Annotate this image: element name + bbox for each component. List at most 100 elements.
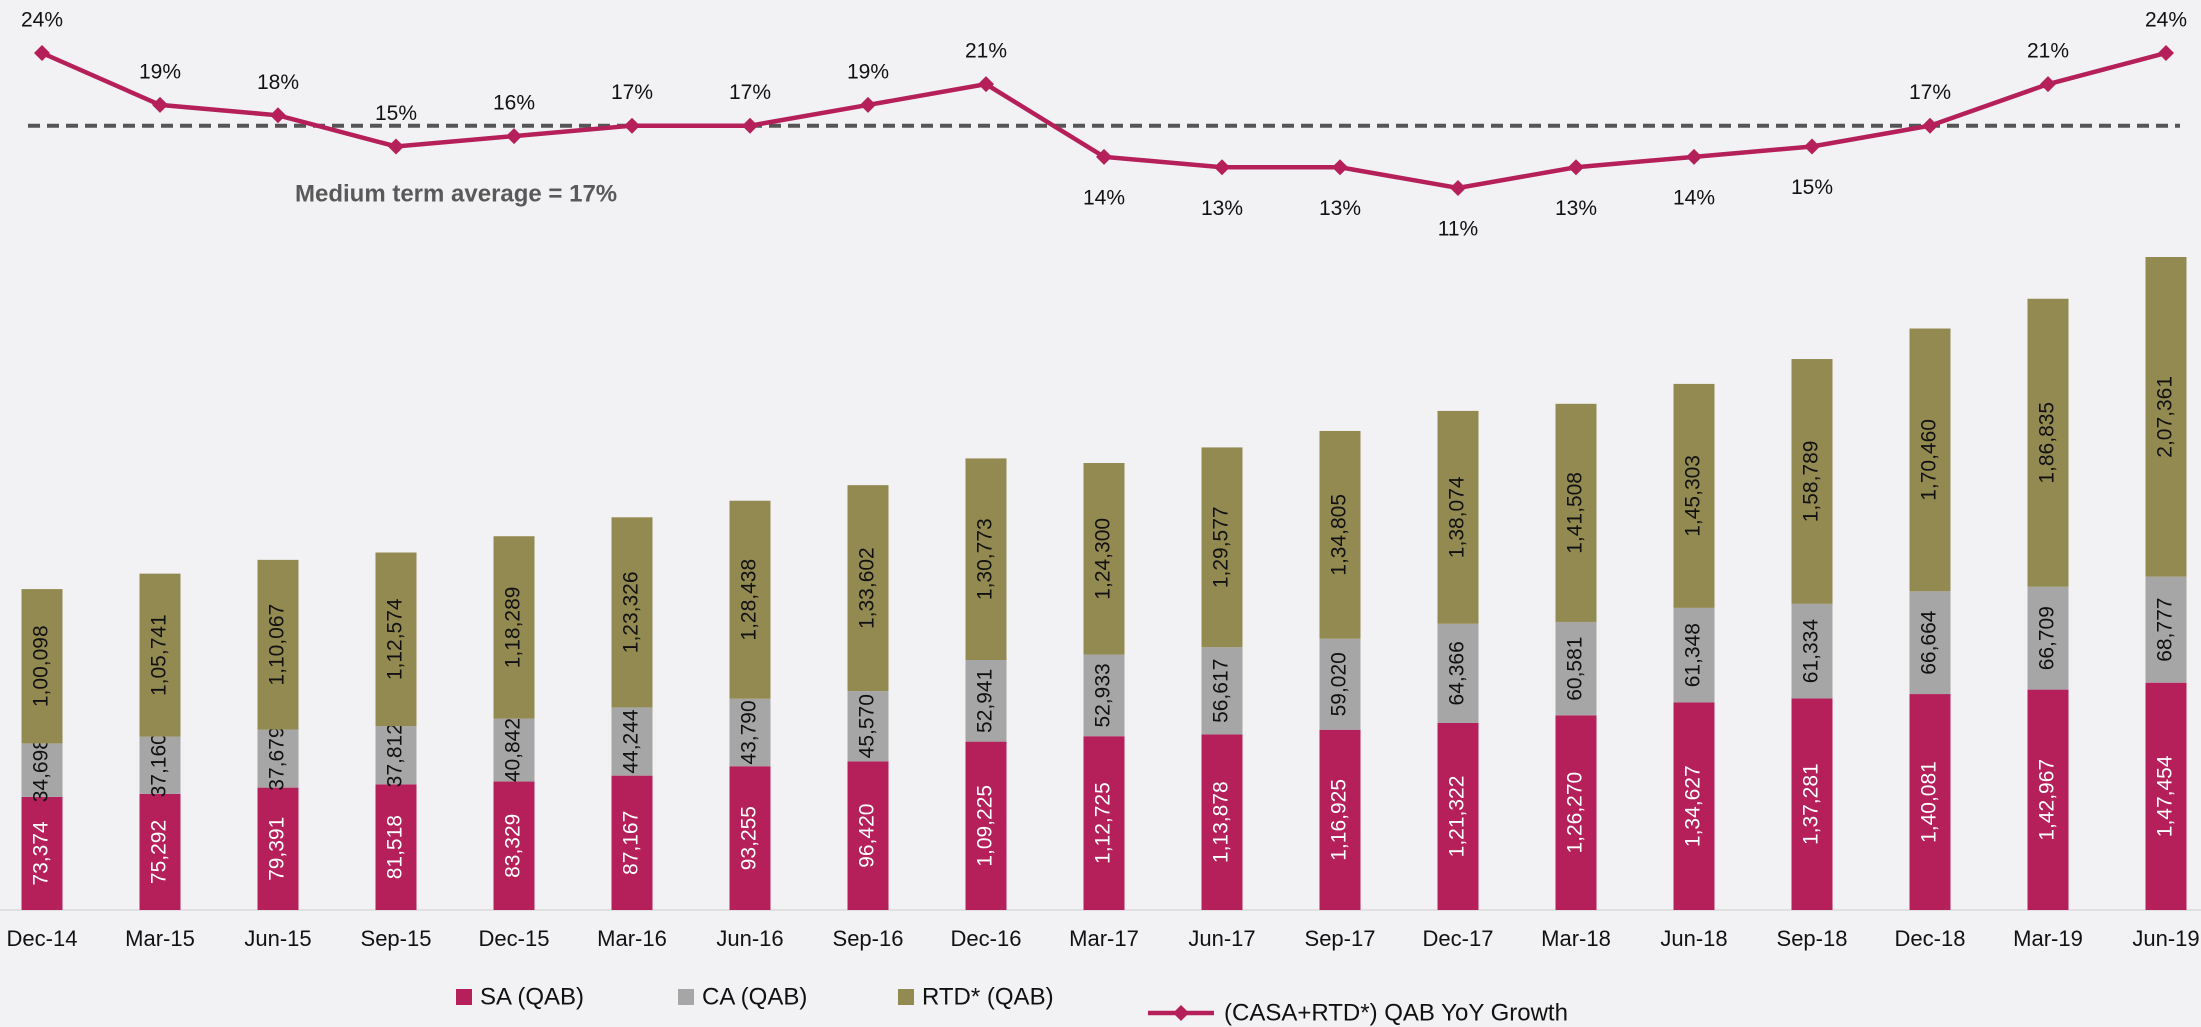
bar-label: 64,366 — [1446, 641, 1469, 705]
bar-label: 1,12,574 — [384, 598, 407, 680]
bar-label: 52,941 — [974, 669, 997, 733]
bar-label: 1,30,773 — [974, 518, 997, 600]
bar-segment — [1673, 607, 1715, 703]
x-tick-label: Dec-15 — [479, 926, 550, 951]
bar-segment — [1083, 736, 1125, 910]
growth-marker — [1096, 148, 1112, 165]
growth-label: 15% — [1791, 176, 1833, 199]
growth-label: 14% — [1673, 186, 1715, 209]
bar-label: 61,334 — [1800, 619, 1823, 684]
growth-label: 13% — [1319, 197, 1361, 220]
growth-marker — [2158, 45, 2174, 61]
x-tick-label: Sep-17 — [1305, 926, 1376, 951]
bar-segment — [2027, 298, 2069, 587]
bar-segment — [493, 536, 535, 719]
bar-label: 81,518 — [384, 815, 407, 879]
bar-segment — [21, 796, 63, 910]
bar-label: 66,664 — [1918, 610, 1941, 675]
x-tick-label: Mar-15 — [125, 926, 195, 951]
bar-label: 34,698 — [30, 738, 53, 802]
bar-label: 1,70,460 — [1918, 419, 1941, 501]
x-tick-label: Mar-16 — [597, 926, 667, 951]
bar-label: 66,709 — [2036, 606, 2059, 670]
bar-label: 1,33,602 — [856, 547, 879, 629]
bar-segment — [2145, 682, 2187, 910]
bar-label: 1,45,303 — [1682, 455, 1705, 537]
growth-marker — [388, 138, 404, 155]
bar-segment — [611, 707, 653, 776]
bar-label: 1,18,289 — [502, 587, 525, 669]
growth-label: 16% — [493, 92, 535, 115]
bar-segment — [375, 726, 417, 785]
bar-label: 1,29,577 — [1210, 506, 1233, 588]
bar-segment — [2027, 586, 2069, 690]
bar-label: 1,34,627 — [1682, 765, 1705, 847]
bar-segment — [1909, 591, 1951, 695]
x-tick-label: Sep-16 — [833, 926, 904, 951]
bar-segment — [965, 741, 1007, 910]
bar-segment — [965, 660, 1007, 742]
bar-label: 1,13,878 — [1210, 781, 1233, 863]
bar-segment — [257, 729, 299, 788]
bar-label: 37,812 — [384, 723, 407, 787]
average-label: Medium term average = 17% — [295, 180, 617, 207]
growth-marker — [742, 117, 758, 134]
growth-line — [41, 50, 2167, 191]
bar-segment — [1791, 698, 1833, 910]
bar-segment — [847, 761, 889, 910]
growth-marker — [34, 45, 50, 61]
bar-label: 1,26,270 — [1564, 772, 1587, 854]
growth-marker — [152, 96, 168, 113]
bar-segment — [375, 784, 417, 910]
bar-segment — [1909, 328, 1951, 592]
bar-label: 68,777 — [2154, 598, 2177, 662]
growth-marker — [624, 117, 640, 134]
bar-label: 79,391 — [266, 817, 289, 881]
growth-marker — [1686, 148, 1702, 165]
bar-segment — [1555, 621, 1597, 716]
bar-segment — [965, 458, 1007, 661]
growth-label: 24% — [21, 9, 63, 32]
growth-marker — [2040, 76, 2056, 93]
bar-segment — [1791, 359, 1833, 604]
bar-segment — [1083, 654, 1125, 737]
bar-label: 1,47,454 — [2154, 755, 2177, 837]
bar-segment — [1437, 410, 1479, 624]
bar-label: 87,167 — [620, 811, 643, 875]
growth-label: 19% — [847, 60, 889, 83]
bar-label: 1,24,300 — [1092, 518, 1115, 600]
bar-label: 96,420 — [856, 804, 879, 868]
bar-segment — [729, 766, 771, 910]
legend-label: SA (QAB) — [480, 983, 584, 1010]
bar-segment — [1437, 722, 1479, 910]
bar-label: 1,21,322 — [1446, 776, 1469, 858]
bar-segment — [375, 552, 417, 727]
bar-segment — [1319, 638, 1361, 730]
growth-marker — [1568, 159, 1584, 176]
bar-label: 1,34,805 — [1328, 494, 1351, 576]
bar-label: 1,05,741 — [148, 614, 171, 696]
bar-segment — [257, 787, 299, 910]
bar-label: 1,58,789 — [1800, 441, 1823, 523]
x-tick-label: Jun-15 — [244, 926, 311, 951]
bar-label: 1,10,067 — [266, 604, 289, 686]
legend-swatch — [678, 989, 694, 1005]
bar-segment — [1673, 383, 1715, 608]
growth-label: 17% — [611, 81, 653, 104]
bar-segment — [847, 485, 889, 692]
growth-label: 17% — [1909, 81, 1951, 104]
bar-segment — [1555, 403, 1597, 622]
bar-segment — [2145, 257, 2187, 577]
bar-label: 1,37,281 — [1800, 763, 1823, 845]
x-tick-label: Jun-18 — [1660, 926, 1727, 951]
growth-marker — [506, 128, 522, 145]
bar-segment — [21, 589, 63, 744]
x-tick-label: Jun-19 — [2132, 926, 2199, 951]
bar-label: 52,933 — [1092, 663, 1115, 727]
x-tick-label: Sep-18 — [1777, 926, 1848, 951]
x-tick-label: Dec-16 — [951, 926, 1022, 951]
x-tick-label: Dec-17 — [1423, 926, 1494, 951]
growth-label: 17% — [729, 81, 771, 104]
growth-marker — [1450, 180, 1466, 196]
